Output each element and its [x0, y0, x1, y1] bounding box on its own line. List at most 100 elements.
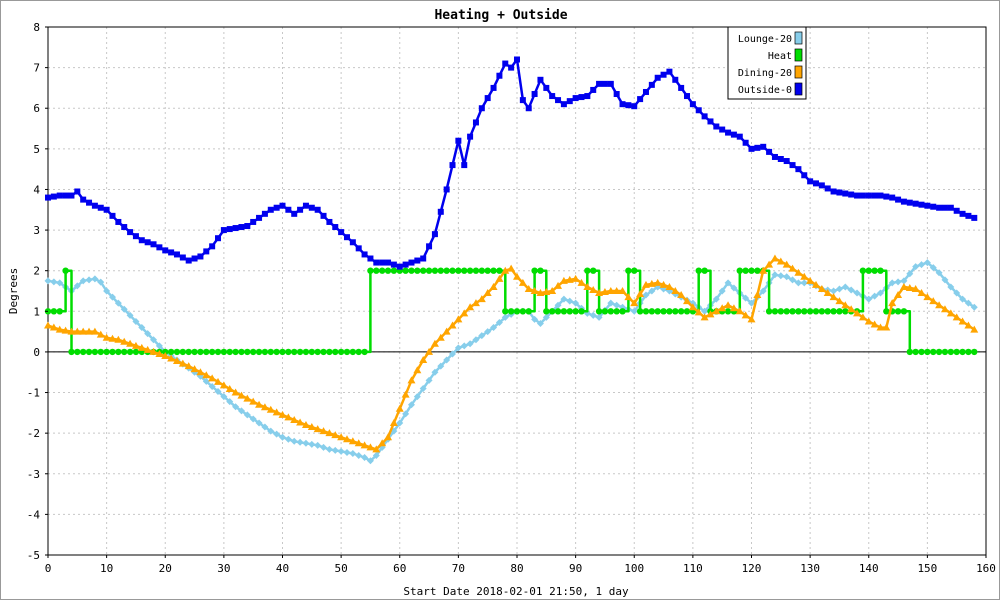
series-heat-point: [601, 308, 609, 315]
series-dining-20-point: [313, 425, 322, 433]
series-outside-0-point: [895, 196, 902, 203]
series-lounge-20-point: [906, 270, 914, 278]
series-dining-20-point: [44, 321, 52, 329]
series-dining-20-point: [864, 317, 873, 325]
legend-swatch: [794, 48, 803, 62]
series-lounge-20-point: [79, 277, 87, 285]
series-lounge-20-point: [865, 295, 873, 303]
series-lounge-20-point: [108, 293, 116, 301]
y-tick-label: -4: [27, 508, 41, 521]
series-heat-point: [930, 348, 937, 356]
series-dining-20-point: [384, 433, 393, 441]
x-tick-label: 160: [976, 562, 996, 575]
series-lounge-20-point: [120, 305, 128, 313]
series-heat-point: [660, 308, 667, 315]
series-lounge-20-point: [132, 317, 140, 325]
series-outside-0-point: [97, 204, 104, 211]
series-heat-point: [296, 348, 304, 356]
series-dining-20-point: [260, 403, 269, 411]
series-dining-20-point: [612, 287, 621, 294]
x-axis-ticks: 0 10 20 30 40 50 60 70 80 90 100 110 120 130 140 150 160: [45, 555, 996, 575]
series-dining-20-point: [190, 365, 199, 373]
series-outside-0-point: [631, 103, 638, 110]
series-lounge-20-point: [542, 313, 550, 321]
series-dining-20-point: [806, 276, 815, 284]
series-heat-point: [631, 267, 638, 274]
series-dining-20-point: [372, 445, 381, 453]
x-tick-label: 130: [800, 562, 820, 575]
series-heat-point: [818, 308, 826, 315]
series-outside-0-point: [578, 94, 585, 101]
series-lounge-20-point: [85, 276, 93, 284]
series-outside-0-point: [291, 210, 298, 217]
series-lounge-20-point: [114, 299, 122, 307]
series-outside-0-point: [361, 251, 368, 258]
series-heat-point: [642, 308, 650, 315]
series-dining-20-point: [712, 307, 721, 315]
series-lounge-20-point: [871, 292, 879, 300]
series-lounge-20-point: [566, 297, 574, 305]
series-lounge-20-point: [279, 433, 286, 441]
series-dining-20-point: [73, 327, 82, 335]
series-heat-point: [554, 308, 562, 315]
series-outside-0-point: [795, 166, 802, 173]
series-dining-20-point: [214, 377, 223, 385]
series-outside-0-point: [185, 257, 192, 264]
series-outside-0-point: [930, 203, 937, 210]
series-outside-0-point: [343, 234, 350, 241]
series-dining-20-point: [770, 254, 779, 262]
series-heat-point: [648, 308, 656, 315]
series-outside-0-point: [789, 162, 796, 169]
legend-swatch: [794, 31, 803, 45]
series-heat-point: [830, 308, 837, 315]
series-dining-20-point: [96, 330, 105, 338]
series-heat-point: [466, 267, 474, 274]
series-dining-20-point: [894, 291, 903, 299]
series-heat-point: [285, 348, 292, 356]
y-tick-label: 7: [33, 62, 40, 75]
series-lounge-20-point: [918, 261, 926, 269]
series-lounge-20-point: [261, 423, 269, 431]
series-heat-point: [431, 267, 439, 274]
series-lounge-20-point: [742, 294, 750, 302]
series-dining-20-point: [219, 381, 228, 389]
series-outside-0-point: [297, 206, 304, 213]
series-dining-20-point: [501, 266, 510, 274]
series-heat-point: [625, 267, 632, 274]
series-heat-point: [173, 348, 181, 356]
series-heat-point: [765, 308, 773, 315]
series-lounge-20-point: [560, 295, 568, 303]
series-lounge-20-point: [284, 435, 292, 443]
series-lounge-20-point: [724, 279, 732, 287]
series-dining-20-point: [325, 429, 334, 437]
series-outside-0-point: [156, 244, 163, 251]
series-dining-20-point: [665, 282, 674, 290]
series-outside-0-point: [777, 156, 784, 162]
series-lounge-20-point: [495, 318, 503, 326]
series-dining-20-point: [108, 334, 117, 342]
series-dining-20-point: [530, 287, 539, 294]
x-tick-label: 20: [159, 562, 172, 575]
series-dining-20-point: [513, 272, 521, 280]
series-heat-point: [883, 308, 890, 315]
series-lounge-20-point: [460, 342, 468, 350]
series-heat-point: [789, 308, 796, 315]
series-heat-point: [226, 348, 233, 356]
series-lounge-20-point: [126, 311, 134, 319]
series-outside-0-point: [859, 192, 866, 199]
series-dining-20-point: [407, 376, 416, 384]
series-lounge-20-point: [419, 384, 427, 392]
series-outside-0-point: [115, 218, 122, 225]
series-heat-point: [801, 308, 808, 315]
series-outside-0-point: [472, 119, 479, 126]
series-outside-0-point: [179, 254, 186, 261]
series-heat-point: [748, 267, 755, 274]
series-heat-point: [191, 348, 198, 356]
series-heat-point: [185, 348, 192, 356]
series-heat-point: [390, 267, 398, 274]
series-dining-20-point: [196, 368, 205, 376]
series-dining-20-point: [765, 260, 774, 268]
series-lounge-20-point: [402, 410, 410, 418]
y-axis-ticks: -5 -4 -3 -2 -1 0 1 2 3 4 5 6 7 8: [27, 21, 48, 562]
series-dining-20-point: [946, 309, 955, 317]
